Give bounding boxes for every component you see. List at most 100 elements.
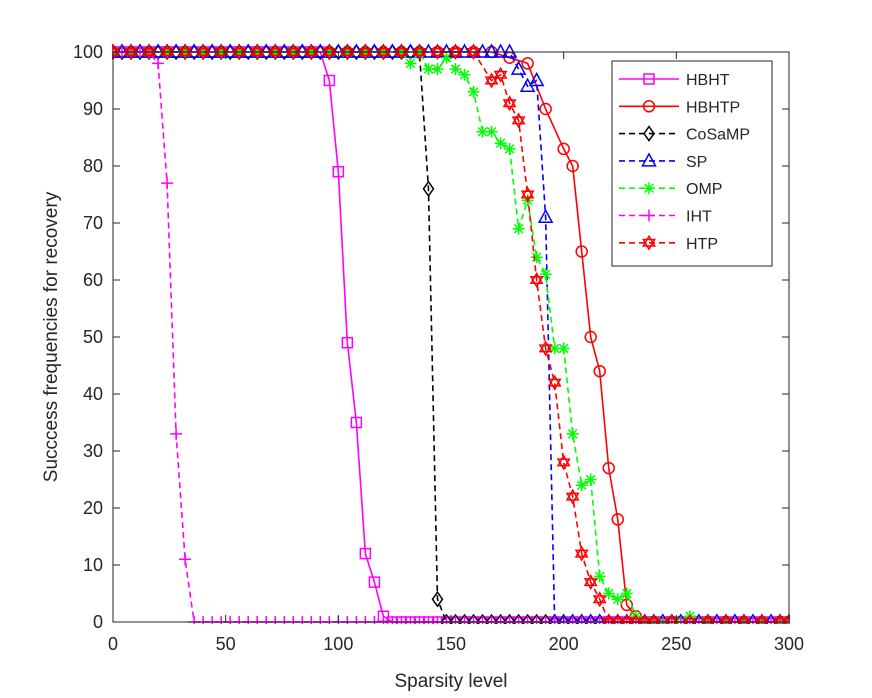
data-point-sp	[765, 613, 777, 624]
legend-label: HTP	[686, 236, 718, 253]
data-point-htp	[583, 574, 598, 591]
data-point-htp	[718, 614, 733, 624]
data-point-hbhtp	[611, 513, 624, 526]
data-point-htp	[619, 614, 634, 624]
legend-marker-hbhtp	[642, 100, 656, 113]
data-point-htp	[304, 44, 319, 60]
data-point-sp	[483, 43, 500, 58]
data-point-htp	[737, 614, 751, 624]
legend-entry-hbht: HBHT	[619, 72, 730, 89]
y-tick-label: 30	[83, 441, 103, 461]
data-point-htp	[529, 272, 544, 288]
legend: HBHT HBHTP CoSaMP SP OMP IHT HTP	[611, 60, 773, 267]
y-tick-label: 90	[83, 99, 103, 119]
data-point-hbhtp	[584, 330, 597, 344]
x-tick-label: 200	[549, 634, 579, 654]
data-point-cosamp	[530, 613, 543, 624]
data-point-iht	[170, 427, 183, 440]
x-tick-label: 150	[436, 634, 466, 654]
x-axis-label: Sparsity level	[395, 671, 508, 692]
y-tick-label: 50	[83, 327, 103, 347]
data-point-cosamp	[539, 613, 552, 624]
data-point-htp	[484, 72, 499, 89]
data-point-hbhtp	[539, 102, 552, 116]
data-point-cosamp	[431, 590, 444, 608]
data-point-sp	[557, 613, 570, 624]
data-point-hbhtp	[566, 159, 579, 173]
data-point-sp	[548, 613, 561, 624]
data-point-htp	[610, 614, 625, 624]
data-point-omp	[503, 142, 516, 155]
data-point-sp	[537, 208, 554, 224]
data-point-htp	[755, 614, 769, 624]
data-point-cosamp	[449, 613, 462, 624]
data-point-omp	[620, 587, 633, 600]
data-point-sp	[186, 43, 202, 58]
data-point-hbhtp	[521, 57, 534, 70]
data-point-omp	[548, 342, 561, 355]
data-point-sp	[402, 43, 419, 58]
data-point-hbht	[359, 547, 372, 560]
data-point-sp	[150, 43, 166, 58]
data-point-omp	[458, 68, 471, 81]
data-point-htp	[286, 44, 301, 60]
legend-marker-htp	[642, 234, 656, 251]
legend-marker-sp	[641, 152, 657, 167]
legend-marker-hbht	[643, 73, 655, 85]
data-point-hbht	[350, 416, 363, 429]
data-point-sp	[747, 613, 759, 624]
data-point-omp	[485, 125, 498, 138]
data-point-htp	[637, 614, 652, 624]
legend-label: HBHTP	[686, 99, 740, 116]
data-point-omp	[557, 342, 570, 355]
data-point-sp	[420, 43, 437, 58]
legend-label: OMP	[686, 181, 722, 198]
data-point-omp	[602, 587, 615, 600]
data-point-sp	[584, 613, 597, 624]
x-tick-label: 100	[323, 634, 353, 654]
data-point-sp	[492, 43, 509, 58]
y-tick-label: 20	[83, 498, 103, 518]
data-point-sp	[294, 43, 311, 58]
data-point-omp	[593, 570, 606, 583]
data-point-htp	[511, 112, 526, 129]
data-point-omp	[611, 593, 624, 606]
data-point-htp	[601, 614, 616, 624]
data-point-omp	[440, 51, 453, 64]
data-point-hbht	[323, 74, 336, 87]
data-point-htp	[430, 44, 445, 60]
data-point-sp	[168, 43, 184, 58]
data-point-htp	[520, 186, 535, 203]
data-point-sp	[593, 613, 606, 624]
x-tick-label: 300	[774, 634, 804, 654]
legend-label: CoSaMP	[686, 127, 750, 144]
legend-entry-hbhtp: HBHTP	[619, 99, 740, 116]
data-point-omp	[566, 427, 579, 440]
y-tick-label: 80	[83, 156, 103, 176]
data-point-omp	[476, 125, 489, 138]
data-point-htp	[664, 614, 679, 624]
data-point-htp	[574, 545, 589, 562]
data-point-hbhtp	[602, 461, 615, 475]
data-point-iht	[179, 553, 192, 566]
data-point-cosamp	[467, 613, 480, 624]
data-point-hbht	[368, 576, 381, 588]
legend-entry-omp: OMP	[619, 181, 722, 198]
data-point-sp	[501, 43, 518, 58]
data-point-sp	[384, 43, 401, 58]
data-point-cosamp	[476, 613, 489, 624]
data-point-omp	[530, 251, 543, 264]
data-point-sp	[510, 60, 527, 75]
data-point-sp	[204, 43, 220, 58]
y-tick-label: 10	[83, 555, 103, 575]
data-point-htp	[160, 44, 175, 60]
data-point-omp	[467, 85, 480, 98]
data-point-sp	[258, 43, 274, 58]
y-tick-label: 70	[83, 213, 103, 233]
data-point-htp	[340, 44, 355, 60]
data-point-htp	[538, 340, 553, 357]
data-point-omp	[575, 479, 588, 492]
data-point-htp	[250, 44, 265, 60]
data-point-sp	[456, 43, 473, 58]
y-tick-label: 100	[73, 42, 103, 62]
